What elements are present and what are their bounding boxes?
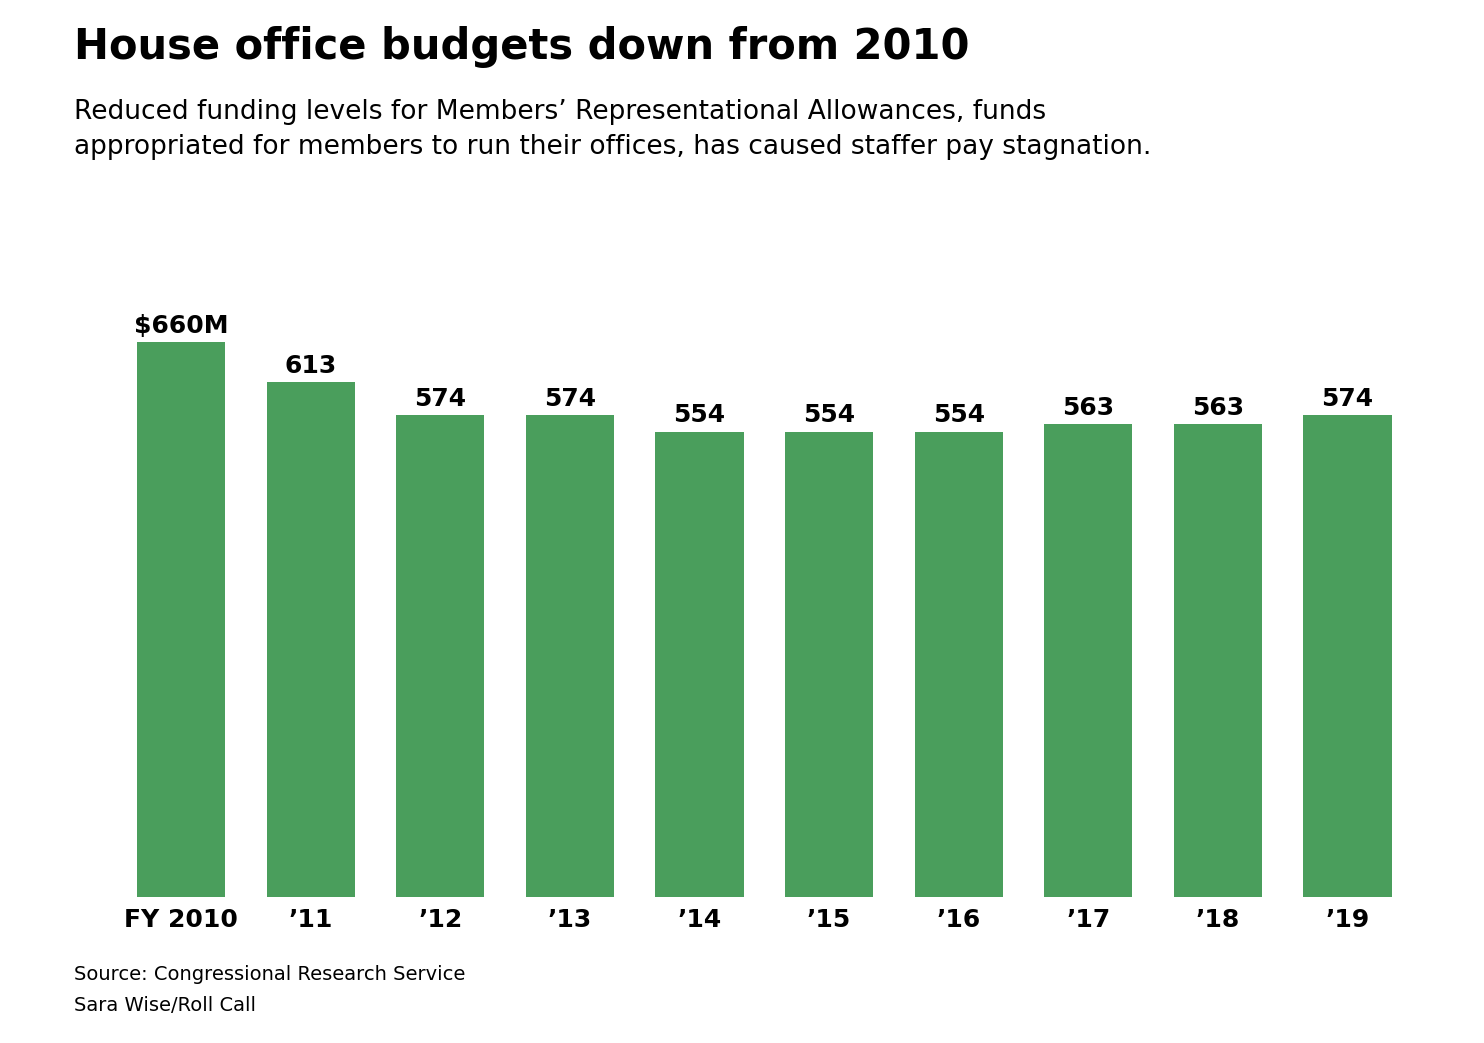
Text: 563: 563 (1192, 395, 1244, 419)
Text: 554: 554 (932, 404, 985, 428)
Text: Reduced funding levels for Members’ Representational Allowances, funds
appropria: Reduced funding levels for Members’ Repr… (74, 99, 1152, 160)
Text: 613: 613 (285, 354, 337, 378)
Text: 574: 574 (543, 387, 597, 411)
Bar (1174, 423, 1261, 897)
Bar (656, 432, 743, 897)
Bar (1303, 415, 1392, 897)
Text: House office budgets down from 2010: House office budgets down from 2010 (74, 26, 969, 68)
Text: Sara Wise/Roll Call: Sara Wise/Roll Call (74, 996, 257, 1015)
Text: $660M: $660M (134, 314, 229, 338)
Bar (914, 432, 1003, 897)
Text: 563: 563 (1063, 395, 1114, 419)
Text: Source: Congressional Research Service: Source: Congressional Research Service (74, 965, 466, 984)
Bar (137, 342, 226, 897)
Bar (267, 382, 355, 897)
Bar (1045, 423, 1132, 897)
Text: 554: 554 (803, 404, 855, 428)
Text: 574: 574 (414, 387, 466, 411)
Bar (525, 415, 614, 897)
Bar (396, 415, 484, 897)
Text: Roll: Roll (1315, 936, 1380, 965)
Text: Call: Call (1315, 979, 1380, 1009)
Text: 554: 554 (674, 404, 726, 428)
Text: 574: 574 (1321, 387, 1374, 411)
Bar (785, 432, 873, 897)
